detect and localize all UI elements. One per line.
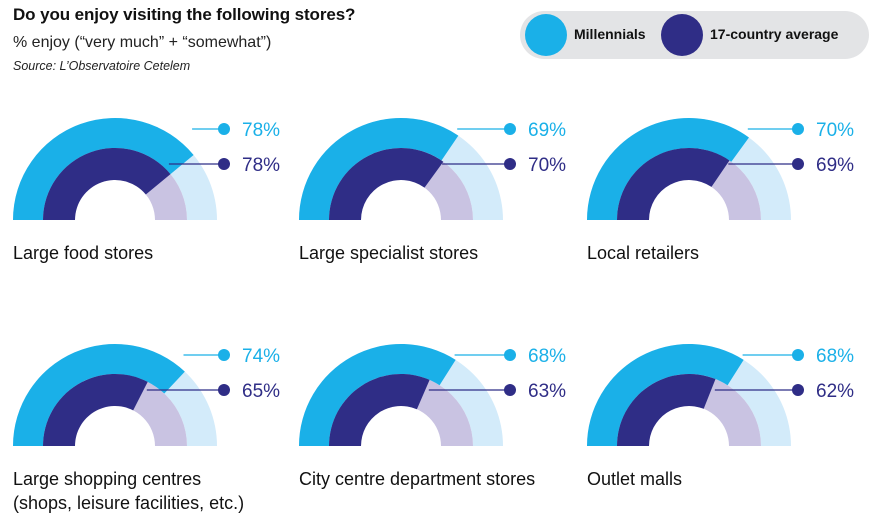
millennials-dot-3 xyxy=(218,349,230,361)
category-label-1: Large specialist stores xyxy=(299,241,478,265)
legend-average-label: 17-country average xyxy=(710,26,839,42)
category-label-line: (shops, leisure facilities, etc.) xyxy=(13,493,245,513)
category-label-line: Large food stores xyxy=(13,243,154,263)
category-label-4: City centre department stores xyxy=(299,467,535,491)
average-value-5: 62% xyxy=(816,381,854,402)
average-dot-4 xyxy=(504,384,516,396)
category-label-2: Local retailers xyxy=(587,241,699,265)
average-dot-1 xyxy=(504,158,516,170)
average-arc-3 xyxy=(43,374,148,446)
legend: Millennials 17-country average xyxy=(520,11,869,59)
average-value-1: 70% xyxy=(528,155,566,176)
legend-millennials-label: Millennials xyxy=(574,26,646,42)
category-label-3: Large shopping centres (shops, leisure fa… xyxy=(13,467,244,515)
chart-subtitle: % enjoy (“very much” + “somewhat”) xyxy=(13,34,272,51)
chart-title: Do you enjoy visiting the following stor… xyxy=(13,5,356,24)
category-label-line: Large specialist stores xyxy=(299,243,479,263)
millennials-value-3: 74% xyxy=(242,346,280,367)
average-dot-5 xyxy=(792,384,804,396)
category-label-0: Large food stores xyxy=(13,241,153,265)
average-arc-1 xyxy=(329,147,444,220)
average-arc-4 xyxy=(329,374,430,446)
millennials-arc-0 xyxy=(13,118,194,220)
category-label-line: Large shopping centres xyxy=(13,469,202,489)
category-label-5: Outlet malls xyxy=(587,467,682,491)
millennials-value-2: 70% xyxy=(816,120,854,141)
chart-source: Source: L’Observatoire Cetelem xyxy=(13,59,191,73)
category-label-line: City centre department stores xyxy=(299,469,536,489)
category-label-line: Outlet malls xyxy=(587,469,683,489)
millennials-value-4: 68% xyxy=(528,346,566,367)
millennials-dot-2 xyxy=(792,123,804,135)
average-arc-5 xyxy=(617,374,716,446)
average-value-4: 63% xyxy=(528,381,566,402)
average-arc-2 xyxy=(617,147,730,220)
millennials-arc-1 xyxy=(299,118,459,220)
category-label-line: Local retailers xyxy=(587,243,700,263)
millennials-arc-5 xyxy=(587,344,744,446)
millennials-dot-4 xyxy=(504,349,516,361)
millennials-value-1: 69% xyxy=(528,120,566,141)
average-dot-0 xyxy=(218,158,230,170)
millennials-arc-4 xyxy=(299,344,456,446)
average-arc-0 xyxy=(43,148,171,220)
average-value-3: 65% xyxy=(242,381,280,402)
millennials-value-0: 78% xyxy=(242,120,280,141)
millennials-value-5: 68% xyxy=(816,346,854,367)
millennials-dot-0 xyxy=(218,123,230,135)
average-dot-3 xyxy=(218,384,230,396)
legend-millennials-swatch xyxy=(525,14,567,56)
millennials-arc-3 xyxy=(13,344,185,446)
average-value-0: 78% xyxy=(242,155,280,176)
average-value-2: 69% xyxy=(816,155,854,176)
millennials-dot-5 xyxy=(792,349,804,361)
legend-average-swatch xyxy=(661,14,703,56)
millennials-arc-2 xyxy=(587,118,749,220)
average-dot-2 xyxy=(792,158,804,170)
millennials-dot-1 xyxy=(504,123,516,135)
